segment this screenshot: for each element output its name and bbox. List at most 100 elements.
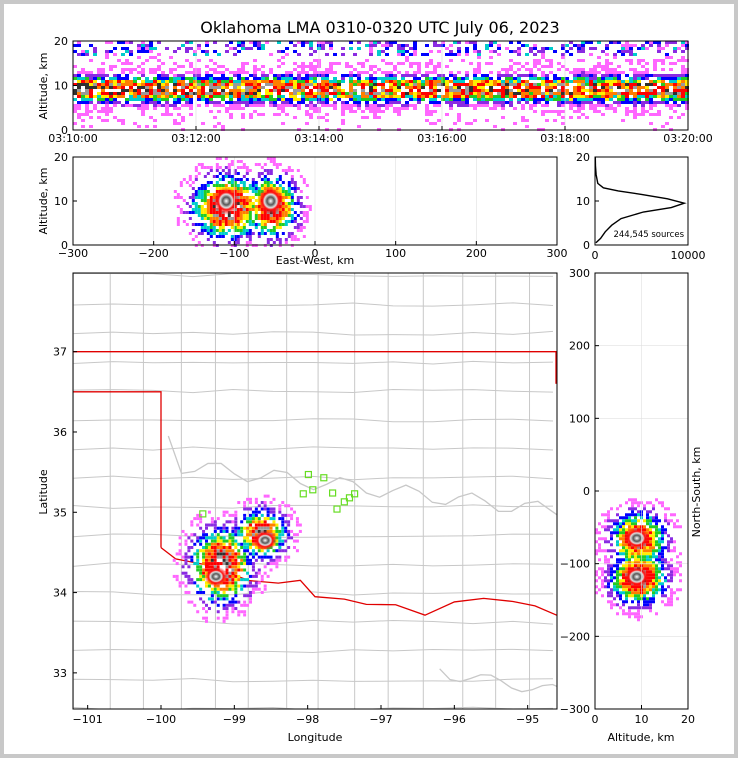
time-altitude-cell <box>497 95 501 98</box>
northsouth-cell <box>673 513 676 517</box>
eastwest-cell <box>191 193 195 196</box>
eastwest-cell <box>242 199 246 202</box>
northsouth-cell <box>610 579 613 583</box>
time-altitude-cell <box>553 119 557 122</box>
northsouth-cell <box>637 564 640 568</box>
northsouth-cell <box>655 528 658 532</box>
eastwest-cell <box>212 229 216 232</box>
time-altitude-cell <box>353 98 357 101</box>
time-altitude-cell <box>353 68 357 71</box>
time-altitude-cell <box>193 86 197 89</box>
eastwest-cell <box>299 217 303 220</box>
northsouth-cell <box>634 564 637 568</box>
plan-source-cell <box>246 536 250 540</box>
plan-source-cell <box>257 587 261 591</box>
plan-source-cell <box>234 555 238 559</box>
time-altitude-cell <box>637 71 641 74</box>
eastwest-cell <box>266 214 270 217</box>
eastwest-cell <box>284 208 288 211</box>
time-altitude-cell <box>237 86 241 89</box>
time-altitude-cell <box>505 68 509 71</box>
time-altitude-cell <box>657 92 661 95</box>
plan-source-cell <box>284 504 288 508</box>
plan-source-cell <box>190 581 194 585</box>
time-altitude-cell <box>81 80 85 83</box>
eastwest-tick-label: 100 <box>385 247 406 260</box>
eastwest-cell <box>203 175 207 178</box>
plan-source-cell <box>193 552 197 556</box>
eastwest-cell <box>209 181 213 184</box>
northsouth-cell <box>637 525 640 529</box>
time-altitude-cell <box>625 74 629 77</box>
eastwest-cell <box>197 241 201 244</box>
time-altitude-cell <box>313 98 317 101</box>
time-altitude-cell <box>297 92 301 95</box>
time-altitude-cell <box>305 86 309 89</box>
time-altitude-cell <box>389 41 393 44</box>
eastwest-cell <box>203 217 207 220</box>
time-altitude-cell <box>169 92 173 95</box>
time-altitude-cell <box>225 92 229 95</box>
plan-source-cell <box>222 555 226 559</box>
time-altitude-cell <box>401 86 405 89</box>
time-altitude-cell <box>517 47 521 50</box>
time-altitude-cell <box>321 80 325 83</box>
time-altitude-cell <box>245 89 249 92</box>
time-altitude-cell <box>409 83 413 86</box>
time-altitude-cell <box>601 68 605 71</box>
county-line <box>73 418 554 423</box>
time-altitude-cell <box>125 86 129 89</box>
time-altitude-cell <box>489 89 493 92</box>
time-altitude-cell <box>613 86 617 89</box>
time-altitude-cell <box>541 47 545 50</box>
northsouth-cell <box>601 579 604 583</box>
time-altitude-cell <box>353 92 357 95</box>
plan-source-cell <box>281 513 285 517</box>
time-altitude-cell <box>417 77 421 80</box>
time-altitude-cell <box>389 44 393 47</box>
plan-source-cell <box>246 520 250 524</box>
time-altitude-cell <box>173 77 177 80</box>
county-line <box>73 504 554 509</box>
time-altitude-cell <box>453 95 457 98</box>
time-altitude-cell <box>513 80 517 83</box>
plan-source-cell <box>196 513 200 517</box>
plan-source-cell <box>228 542 232 546</box>
eastwest-cell <box>209 199 213 202</box>
eastwest-cell <box>239 235 243 238</box>
eastwest-cell <box>212 217 216 220</box>
eastwest-cell <box>200 196 204 199</box>
northsouth-cell <box>631 501 634 505</box>
time-altitude-cell <box>257 101 261 104</box>
time-altitude-cell <box>125 77 129 80</box>
northsouth-cell <box>604 540 607 544</box>
time-altitude-cell <box>141 104 145 107</box>
time-altitude-cell <box>341 119 345 122</box>
plan-source-cell <box>219 539 223 543</box>
time-altitude-cell <box>349 41 353 44</box>
time-altitude-cell <box>509 41 513 44</box>
time-altitude-cell <box>677 98 681 101</box>
time-altitude-cell <box>365 59 369 62</box>
time-altitude-cell <box>121 83 125 86</box>
time-altitude-cell <box>465 104 469 107</box>
eastwest-cell <box>302 235 306 238</box>
northsouth-cell <box>649 543 652 547</box>
time-altitude-axes: 03:10:00 03:12:00 03:14:00 03:16:00 03:18:00… <box>48 35 712 145</box>
time-altitude-cell <box>433 71 437 74</box>
time-altitude-cell <box>493 80 497 83</box>
time-altitude-cell <box>529 89 533 92</box>
northsouth-cell <box>646 546 649 550</box>
northsouth-cell <box>670 600 673 604</box>
time-altitude-cell <box>225 44 229 47</box>
northsouth-cell <box>622 543 625 547</box>
time-altitude-cell <box>289 80 293 83</box>
time-altitude-cell <box>141 86 145 89</box>
time-altitude-cell <box>685 86 689 89</box>
time-altitude-cell <box>129 53 133 56</box>
time-altitude-cell <box>581 50 585 53</box>
plan-source-cell <box>222 607 226 611</box>
northsouth-cell <box>667 567 670 571</box>
time-altitude-cell <box>533 83 537 86</box>
time-altitude-cell <box>653 59 657 62</box>
